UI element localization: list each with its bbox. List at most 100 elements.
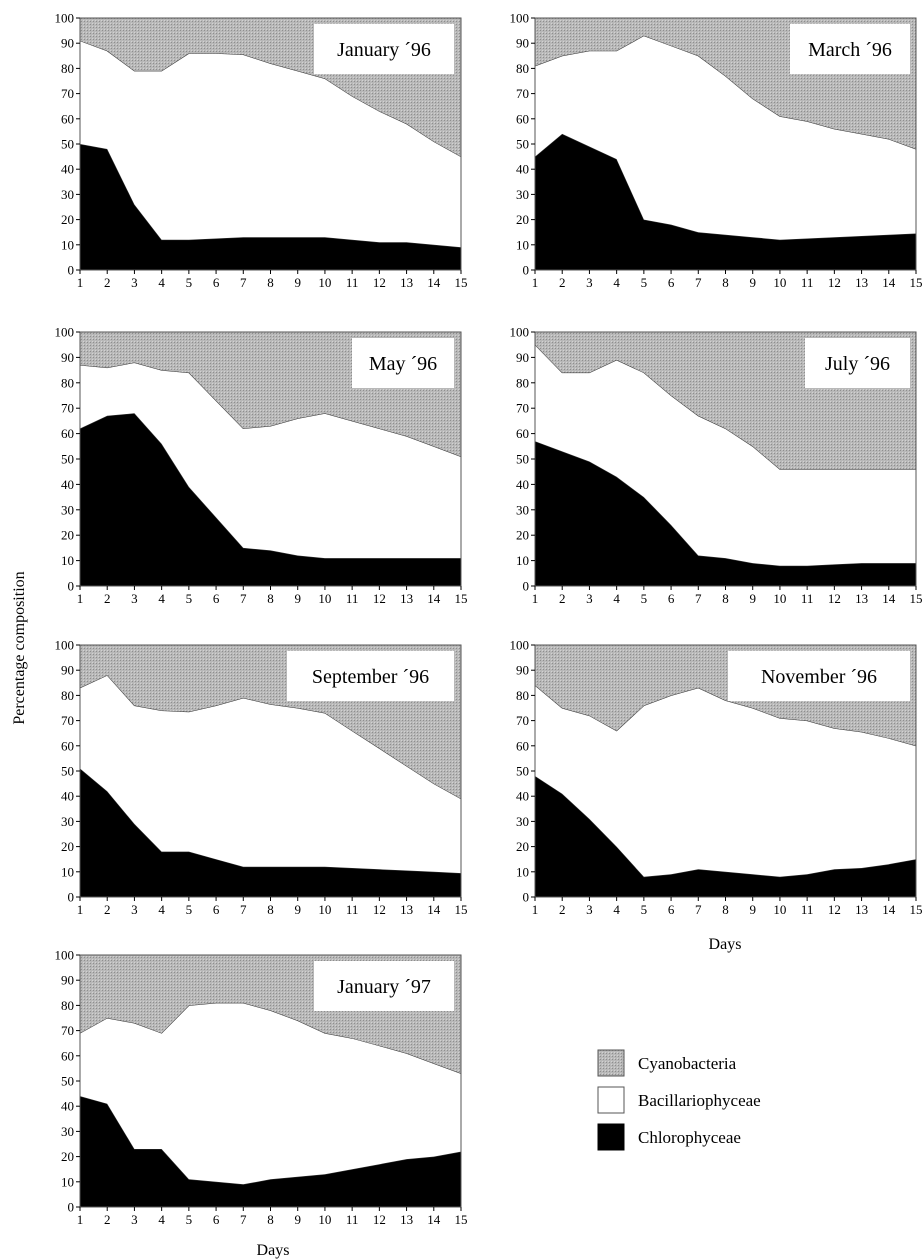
y-tick-label: 40	[516, 477, 529, 492]
y-tick-label: 10	[61, 864, 74, 879]
x-tick-label: 3	[131, 1212, 138, 1227]
x-tick-label: 14	[427, 275, 441, 290]
x-tick-label: 10	[773, 902, 786, 917]
y-tick-label: 50	[61, 764, 74, 779]
y-tick-label: 70	[516, 713, 529, 728]
x-tick-label: 12	[373, 275, 386, 290]
bacillariophyceae-area	[80, 1002, 461, 1185]
x-tick-label: 5	[641, 275, 648, 290]
x-tick-label: 15	[455, 275, 468, 290]
y-tick-label: 40	[516, 789, 529, 804]
x-tick-label: 11	[801, 591, 814, 606]
chart-title: January ´97	[337, 976, 431, 998]
x-tick-label: 13	[855, 902, 868, 917]
x-tick-label: 7	[240, 1212, 247, 1227]
title-box	[790, 24, 910, 74]
x-tick-label: 5	[186, 591, 193, 606]
x-tick-label: 14	[427, 902, 441, 917]
bacillariophyceae-area	[535, 685, 916, 877]
y-tick-label: 50	[61, 1074, 74, 1089]
y-tick-label: 30	[61, 1124, 74, 1139]
y-tick-label: 10	[61, 237, 74, 252]
x-tick-label: 10	[318, 591, 331, 606]
x-tick-label: 4	[158, 902, 165, 917]
y-tick-label: 30	[516, 187, 529, 202]
y-tick-label: 100	[510, 638, 530, 653]
bacillariophyceae-area	[535, 35, 916, 240]
y-tick-label: 60	[61, 426, 74, 441]
chart-title: January ´96	[337, 39, 431, 61]
y-tick-label: 20	[61, 212, 74, 227]
y-tick-label: 30	[516, 814, 529, 829]
y-tick-label: 100	[55, 638, 75, 653]
x-tick-label: 5	[186, 1212, 193, 1227]
x-tick-label: 5	[641, 902, 648, 917]
x-tick-label: 1	[532, 902, 539, 917]
x-tick-label: 11	[346, 275, 359, 290]
y-tick-label: 50	[516, 137, 529, 152]
chlorophyceae-area	[535, 133, 916, 270]
chart-title: November ´96	[761, 666, 877, 688]
x-tick-label: 14	[427, 1212, 441, 1227]
x-tick-label: 10	[318, 902, 331, 917]
y-tick-label: 90	[61, 36, 74, 51]
x-tick-label: 8	[267, 275, 274, 290]
x-tick-label: 7	[695, 902, 702, 917]
y-tick-label: 80	[61, 688, 74, 703]
x-tick-label: 11	[801, 902, 814, 917]
legend-label-chlorophyceae: Chlorophyceae	[638, 1128, 741, 1147]
y-tick-label: 60	[516, 111, 529, 126]
x-tick-label: 6	[668, 902, 675, 917]
x-tick-label: 1	[77, 591, 84, 606]
y-tick-label: 50	[61, 137, 74, 152]
x-tick-label: 12	[828, 275, 841, 290]
legend-swatch-chlorophyceae	[597, 1123, 625, 1151]
y-tick-label: 70	[61, 401, 74, 416]
x-tick-label: 4	[158, 1212, 165, 1227]
x-tick-label: 1	[532, 275, 539, 290]
x-tick-label: 4	[613, 902, 620, 917]
y-tick-label: 20	[516, 839, 529, 854]
x-tick-label: 13	[400, 1212, 413, 1227]
y-tick-label: 100	[55, 948, 75, 963]
x-tick-label: 7	[695, 275, 702, 290]
x-tick-label: 13	[855, 591, 868, 606]
y-tick-label: 100	[55, 325, 75, 340]
x-tick-label: 10	[318, 1212, 331, 1227]
y-tick-label: 70	[61, 86, 74, 101]
y-tick-label: 10	[516, 237, 529, 252]
x-tick-label: 10	[773, 275, 786, 290]
x-tick-label: 12	[373, 1212, 386, 1227]
x-tick-label: 7	[240, 591, 247, 606]
x-tick-label: 1	[532, 591, 539, 606]
x-tick-label: 15	[455, 902, 468, 917]
y-tick-label: 90	[61, 973, 74, 988]
y-tick-label: 90	[516, 663, 529, 678]
x-tick-label: 3	[586, 275, 593, 290]
x-tick-label: 9	[294, 591, 301, 606]
x-tick-label: 12	[373, 902, 386, 917]
x-tick-label: 7	[240, 275, 247, 290]
chlorophyceae-area	[80, 413, 461, 586]
y-tick-label: 70	[61, 1023, 74, 1038]
legend-swatch-cyanobacteria	[597, 1049, 625, 1077]
x-tick-label: 15	[910, 275, 923, 290]
x-tick-label: 12	[828, 591, 841, 606]
y-tick-label: 50	[61, 452, 74, 467]
x-tick-label: 6	[668, 275, 675, 290]
y-tick-label: 90	[61, 663, 74, 678]
x-tick-label: 15	[910, 902, 923, 917]
y-tick-label: 90	[516, 350, 529, 365]
x-tick-label: 2	[559, 591, 566, 606]
x-tick-label: 1	[77, 902, 84, 917]
legend-item-chlorophyceae: Chlorophyceae	[597, 1123, 741, 1151]
x-tick-label: 14	[882, 591, 896, 606]
x-tick-label: 8	[267, 1212, 274, 1227]
chlorophyceae-area	[80, 1096, 461, 1207]
y-tick-label: 30	[516, 502, 529, 517]
y-tick-label: 20	[61, 839, 74, 854]
bacillariophyceae-area	[80, 362, 461, 559]
